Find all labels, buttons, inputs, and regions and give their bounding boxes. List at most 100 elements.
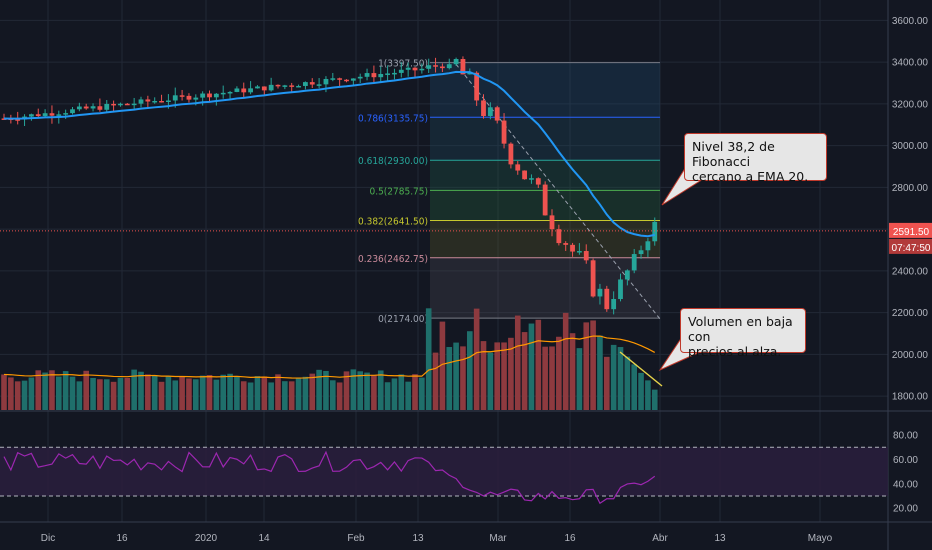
price-tick-label: 3400.00 [892,58,929,69]
candle [56,114,62,116]
candle [152,100,158,103]
volume-bar [14,381,21,410]
volume-bar [261,376,268,410]
candle [645,241,651,251]
price-tick-label: 2400.00 [892,266,929,277]
candle [364,73,370,77]
candle [138,99,144,104]
volume-bar [453,342,459,410]
candle [487,107,493,117]
candle [289,85,295,87]
volume-bar [131,369,137,410]
price-tick-label: 2800.00 [892,183,929,194]
volume-bar [179,376,185,410]
volume-bar [480,341,487,410]
volume-bar [556,336,562,410]
volume-bar [49,370,55,410]
volume-bar [597,335,603,410]
candle [330,78,336,80]
candle [570,244,575,252]
price-tick-label: 2200.00 [892,308,929,319]
volume-bar [110,381,117,410]
candle [467,72,473,75]
volume-bar [377,370,384,410]
fib-label: 0(2174.00) [378,314,428,325]
x-tick-label: 16 [564,533,576,544]
volume-bar [419,377,425,410]
volume-bar [21,380,28,410]
volume-bar [398,374,405,410]
volume-bar [569,333,576,410]
volume-bar [302,376,309,410]
candle [172,95,178,101]
rsi-tick-label: 20.00 [893,504,918,515]
candle [207,93,212,98]
candle [97,106,103,110]
price-tag [889,222,932,238]
candle [159,100,164,103]
candle [309,82,315,85]
volume-bar [460,346,466,410]
volume-bar [117,377,124,410]
x-tick-label: Mayo [808,533,833,544]
candle [282,85,288,87]
candle [255,86,260,89]
volume-bar [617,347,624,410]
candle [268,84,274,91]
volume-bar [590,320,596,410]
x-tick-label: Mar [489,533,507,544]
candle [563,243,569,245]
candle [412,67,418,71]
candle [104,103,110,110]
volume-bar [391,378,398,410]
candle [179,95,185,97]
volume-trend-line [619,351,663,387]
volume-bar [97,379,103,410]
candle [234,88,240,92]
candle [385,73,390,75]
volume-bar [275,374,281,410]
candle [303,82,308,86]
candle [166,100,171,102]
candle [529,178,534,180]
volume-bar [309,373,316,410]
volume-bar [62,371,69,410]
candle [392,72,397,75]
candle [70,109,75,114]
candle [446,64,452,69]
volume-bar [35,370,42,410]
candle [405,67,411,70]
volume-bar [645,380,651,410]
candle [583,251,589,261]
ema-line [3,70,655,238]
volume-bar [316,369,322,410]
candle [296,85,301,88]
volume-bar [562,312,569,410]
candle [481,100,486,117]
volume-bar [412,374,418,410]
volume-bar [604,356,610,410]
volume-bar [521,332,528,410]
x-tick-label: Abr [652,533,668,544]
x-tick-label: 14 [258,533,270,544]
candle [131,103,137,106]
volume-bar [384,382,391,410]
volume-bar [631,364,637,410]
fib-label: 0.236(2462.75) [358,254,428,265]
candle [549,215,555,230]
volume-bar [220,374,226,410]
volume-bar [90,377,96,410]
candle [618,279,623,300]
candle [371,73,377,78]
volume-bar [350,369,357,410]
candle [597,288,603,297]
candle [378,74,384,78]
volume-bar [28,377,35,410]
volume-bar [227,373,233,410]
x-tick-label: 2020 [195,533,218,544]
volume-bar [254,376,261,410]
candle [90,106,96,109]
volume-bar [69,376,76,410]
volume-bar [473,308,480,410]
